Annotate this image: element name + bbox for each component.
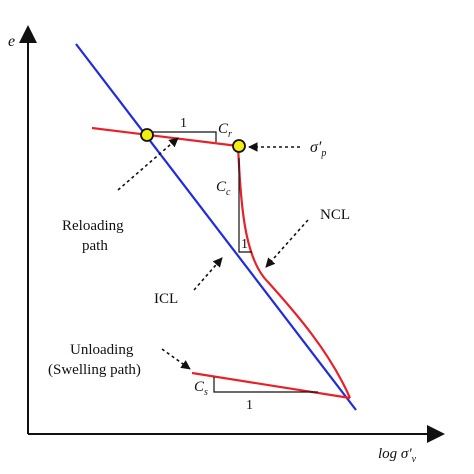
cc-run-label: 1 (241, 237, 248, 252)
cr-label: Cr (218, 121, 232, 140)
preconsolidation-point (232, 139, 246, 153)
cs-run-label: 1 (246, 398, 253, 413)
icl-line (75, 43, 357, 411)
sigma-p-label: σ′p (310, 139, 326, 159)
reloading-line (91, 126, 239, 148)
unloading-label-line2: (Swelling path) (48, 362, 141, 378)
cc-label: Cc (216, 179, 231, 198)
cr-run-label: 1 (180, 116, 187, 131)
unloading-arrow (161, 348, 191, 370)
ncl-label: NCL (320, 207, 350, 223)
cr-slope-triangle (146, 131, 217, 142)
reloading-arrow (117, 137, 179, 191)
intersection-point (140, 128, 154, 142)
cs-slope-triangle (213, 377, 318, 393)
unloading-label-line1: Unloading (70, 342, 134, 358)
reloading-label-line1: Reloading (62, 218, 124, 234)
unloading-line (191, 371, 351, 400)
cs-label: Cs (194, 379, 208, 398)
icl-label: ICL (154, 291, 178, 307)
ncl-curve (236, 145, 352, 399)
reloading-label-line2: path (82, 238, 108, 254)
x-axis-label: log σ′v (378, 446, 417, 465)
icl-arrow (193, 257, 223, 291)
ncl-arrow (265, 219, 309, 268)
cc-slope-triangle (238, 158, 252, 253)
y-axis-label: e (8, 33, 15, 50)
